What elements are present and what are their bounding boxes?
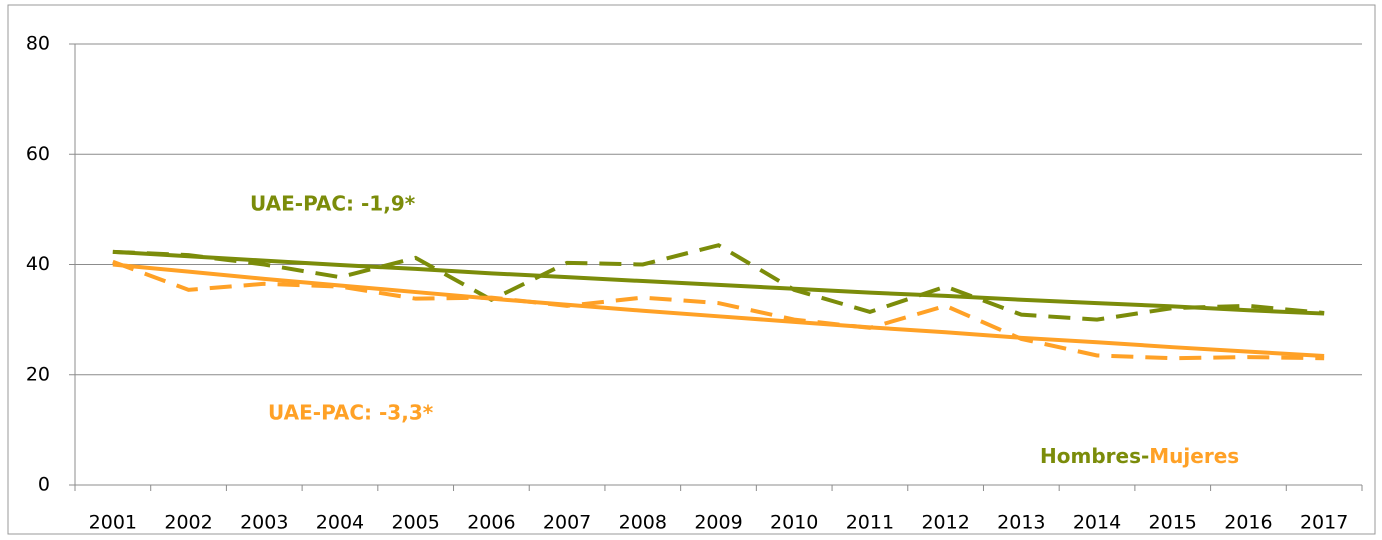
x-tick-label: 2017 [1300,512,1348,534]
trend-line [112,249,1325,316]
observed-line [112,259,1325,361]
x-tick-label: 2016 [1224,512,1272,534]
x-tick-label: 2014 [1073,512,1121,534]
x-tick-label: 2011 [846,512,894,534]
y-tick-label: 0 [38,474,50,496]
legend-separator: - [1141,444,1149,468]
chart-frame [7,4,1376,535]
trend-line [112,262,1325,359]
x-tick-label: 2004 [316,512,364,534]
y-tick-label: 20 [26,363,50,385]
x-tick-label: 2006 [467,512,515,534]
x-tick-label: 2012 [921,512,969,534]
legend: Hombres-Mujeres [1040,444,1239,468]
y-tick-label: 60 [26,143,50,165]
x-tick-label: 2008 [619,512,667,534]
x-tick-label: 2009 [694,512,742,534]
x-tick-label: 2005 [391,512,439,534]
observed-line [112,243,1325,322]
legend-entry: Mujeres [1149,444,1239,468]
x-tick-label: 2013 [997,512,1045,534]
y-tick-label: 80 [26,33,50,55]
x-tick-label: 2002 [164,512,212,534]
x-tick-label: 2003 [240,512,288,534]
x-tick-label: 2001 [89,512,137,534]
legend-entry: Hombres [1040,444,1141,468]
x-tick-label: 2015 [1149,512,1197,534]
annotation: UAE-PAC: -3,3* [268,401,434,425]
x-tick-label: 2010 [770,512,818,534]
x-tick-label: 2007 [543,512,591,534]
annotation: UAE-PAC: -1,9* [250,192,416,216]
y-tick-label: 40 [26,253,50,275]
